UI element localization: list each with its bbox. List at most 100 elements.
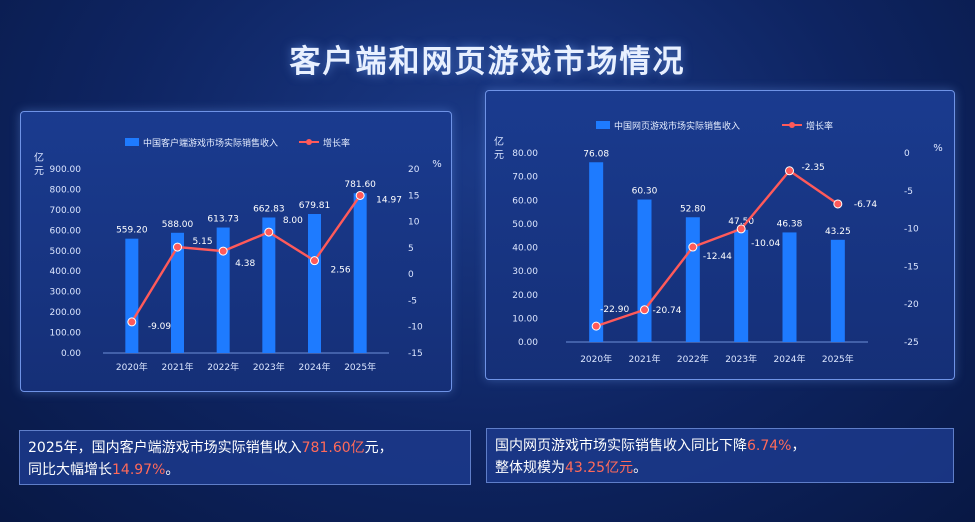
y-tick-label: 0.00 [518,338,538,348]
y2-tick-label: 15 [408,191,419,201]
bar [216,227,230,353]
y-tick-label: 50.00 [512,220,538,230]
bar [637,199,652,342]
summary-text: 同比大幅增长 [28,462,112,478]
y-tick-label: 0.00 [61,349,81,359]
summary-highlight-growth: 14.97% [112,462,166,478]
y-axis-unit-label: 元 [494,150,504,161]
growth-rate-point [310,256,319,266]
x-tick-label: 2021年 [629,353,661,365]
legend-bar-label: 中国网页游戏市场实际销售收入 [614,120,740,132]
bar [782,232,797,342]
y-tick-label: 200.00 [50,308,82,318]
summary-text: 元， [364,440,393,456]
y2-tick-label: 0 [904,149,910,159]
bar-value-label: 559.20 [116,226,148,236]
y2-tick-label: -5 [904,187,913,197]
y-tick-label: 600.00 [50,226,82,236]
y-tick-label: 400.00 [50,267,82,277]
summary-text: 2025年，国内客户端游戏市场实际销售收入 [28,440,302,456]
growth-rate-label: -10.04 [751,239,780,249]
y-tick-label: 20.00 [512,291,538,301]
y-tick-label: 70.00 [512,173,538,183]
legend-line-label: 增长率 [323,137,350,149]
summary-text: ， [791,438,806,454]
y-tick-label: 900.00 [50,165,82,175]
x-tick-label: 2025年 [344,361,376,373]
growth-rate-point [264,227,274,237]
y-tick-label: 700.00 [50,206,82,216]
page-title: 客户端和网页游戏市场情况 [289,44,686,80]
x-tick-label: 2023年 [725,353,757,365]
bar [685,217,700,342]
web-game-chart-panel: 中国网页游戏市场实际销售收入 增长率亿元% 0.00 10.00 20.00 30.00 4… [485,90,955,380]
growth-rate-label: -20.74 [653,306,682,316]
summary-text: 国内网页游戏市场实际销售收入同比下降 [495,438,747,454]
growth-rate-point [736,224,746,234]
growth-rate-point [833,199,843,209]
legend-bar-label: 中国客户端游戏市场实际销售收入 [143,137,278,149]
summary-text: 整体规模为 [495,460,565,476]
bar-value-label: 76.08 [583,149,609,159]
growth-rate-point [785,166,794,176]
legend-bar-swatch [125,138,139,146]
x-tick-label: 2021年 [162,361,194,373]
x-tick-label: 2020年 [580,353,612,365]
y2-tick-label: -5 [408,296,417,306]
growth-rate-label: -22.90 [600,305,629,315]
growth-rate-line [130,194,362,323]
bar [125,238,139,353]
bar [353,193,367,353]
y-tick-label: 100.00 [50,329,82,339]
y-axis-unit-label: 亿 [494,135,504,148]
y-tick-label: 80.00 [512,149,538,159]
y2-tick-label: 20 [408,165,420,175]
growth-rate-point [173,242,182,252]
bar-value-label: 46.38 [777,219,803,229]
y-tick-label: 30.00 [512,267,538,277]
bar-value-label: 781.60 [344,180,376,190]
y-axis-unit-label: 亿 [34,151,44,164]
bar-value-label: 52.80 [680,204,706,214]
growth-rate-label: -9.09 [148,322,172,332]
legend-bar-swatch [596,121,610,129]
y-tick-label: 40.00 [512,244,538,254]
growth-rate-label: 4.38 [235,259,255,269]
growth-rate-label: -12.44 [703,252,732,262]
growth-rate-point [218,246,228,256]
bar-value-label: 613.73 [207,215,239,225]
y-tick-label: 300.00 [50,288,82,298]
summary-highlight-revenue: 781.60亿 [301,440,365,456]
y2-tick-label: 5 [408,244,414,254]
growth-rate-point [355,190,365,200]
growth-rate-label: -2.35 [802,163,825,173]
bar-value-label: 679.81 [299,201,331,211]
growth-rate-label: 8.00 [283,216,303,226]
bar [262,217,276,353]
bar-value-label: 662.83 [253,204,285,214]
y2-axis-unit-label: % [933,143,943,154]
y-tick-label: 10.00 [512,314,538,324]
growth-rate-point [688,242,698,252]
x-tick-label: 2025年 [822,353,854,365]
client-game-summary: 2025年，国内客户端游戏市场实际销售收入781.60亿元， 同比大幅增长14.… [19,430,471,485]
growth-rate-line [595,169,839,328]
summary-highlight-decline: 6.74% [747,438,792,454]
growth-rate-label: 5.15 [193,237,213,247]
bar [171,232,184,353]
y2-tick-label: 0 [408,270,414,280]
y2-tick-label: -25 [904,338,919,348]
y2-tick-label: -10 [408,323,423,333]
bar-value-label: 47.50 [728,217,754,227]
y2-tick-label: -20 [904,300,919,310]
x-tick-label: 2020年 [116,361,148,373]
growth-rate-point [127,317,137,327]
bar [589,162,604,342]
y2-tick-label: 10 [408,218,420,228]
y2-axis-unit-label: % [432,159,442,170]
summary-highlight-scale: 43.25亿元 [565,460,634,476]
legend-line-label: 增长率 [806,120,833,132]
x-tick-label: 2024年 [299,361,331,373]
